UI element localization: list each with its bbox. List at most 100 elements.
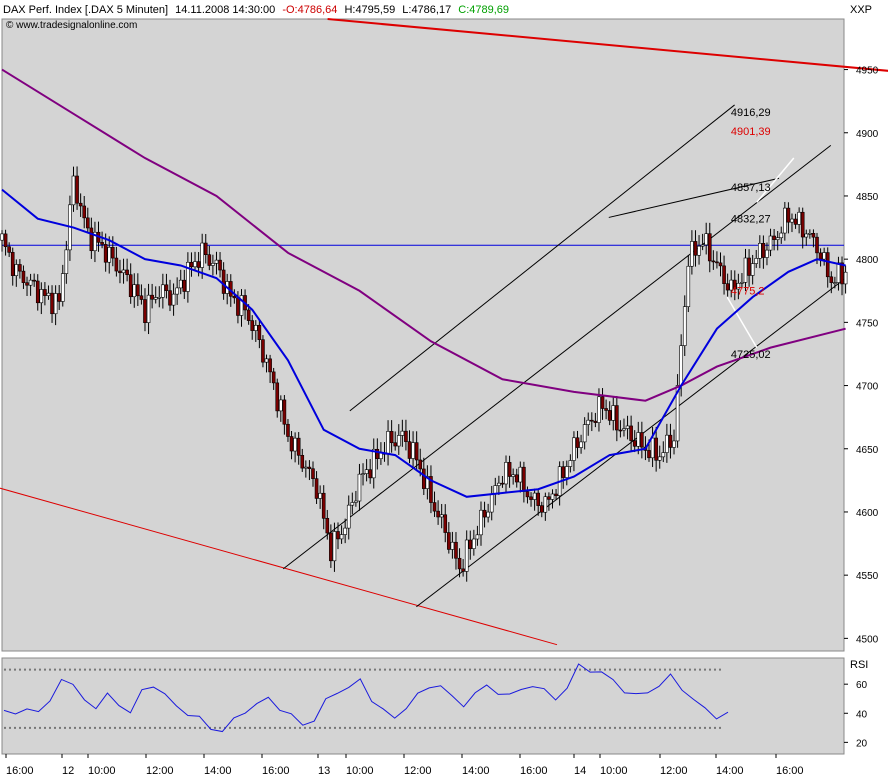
candle-body <box>693 241 698 256</box>
low-value: L:4786,17 <box>402 4 451 16</box>
rsi-label: RSI <box>850 659 868 671</box>
candle-body <box>221 269 226 294</box>
candle-body <box>300 455 305 469</box>
candle-body <box>121 269 126 274</box>
projection-line[interactable] <box>756 157 795 203</box>
candle-body <box>522 466 526 492</box>
candle-body <box>554 493 558 497</box>
candle-body <box>775 237 780 240</box>
rsi-panel[interactable] <box>1 657 845 755</box>
candle-body <box>182 279 187 292</box>
candle-body <box>429 476 433 503</box>
candle-body <box>707 233 712 262</box>
candle-body <box>125 269 129 275</box>
candle-body <box>754 258 759 264</box>
candle-body <box>732 279 737 290</box>
candle-body <box>761 243 766 258</box>
candle-body <box>311 468 315 479</box>
candle-body <box>246 309 251 321</box>
candle-body <box>279 399 283 412</box>
y-tick-label: 4750 <box>856 318 879 329</box>
red-resistance-trendline[interactable] <box>327 18 888 152</box>
candle-body <box>343 527 347 535</box>
candle-body <box>50 292 54 315</box>
candle-body <box>790 218 794 223</box>
projection-line[interactable] <box>726 296 758 349</box>
candle-body <box>371 448 376 479</box>
candle-body <box>203 242 208 255</box>
candle-body <box>368 469 372 479</box>
candle-body <box>632 440 637 447</box>
y-tick-label: 4950 <box>856 66 879 77</box>
candle-body <box>561 466 566 478</box>
candle-body <box>350 502 355 506</box>
candle-body <box>629 425 633 441</box>
y-tick-label: 4650 <box>856 445 879 456</box>
header-datetime: 14.11.2008 14:30:00 <box>175 4 275 16</box>
x-tick-label: 10:00 <box>88 765 116 777</box>
candle-body <box>604 408 608 411</box>
candle-body <box>536 492 540 506</box>
x-tick-label: 14:00 <box>204 765 232 777</box>
candle-body <box>93 231 97 252</box>
channel-upper-line[interactable] <box>349 104 735 412</box>
candle-body <box>532 492 537 500</box>
price-level-label: 4725,02 <box>731 349 771 361</box>
candle-body <box>32 279 36 282</box>
candle-body <box>622 428 626 431</box>
candle-body <box>468 539 473 549</box>
slow-moving-average[interactable] <box>1 68 846 402</box>
candle-body <box>157 296 162 299</box>
candle-body <box>740 282 744 284</box>
candle-body <box>479 509 483 536</box>
candle-body <box>46 292 51 296</box>
candle-body <box>575 437 580 448</box>
candle-body <box>436 510 440 518</box>
x-tick-label: 10:00 <box>600 765 628 777</box>
candle-body <box>625 425 630 429</box>
candle-body <box>7 246 11 253</box>
candle-body <box>511 474 515 477</box>
channel-middle-line[interactable] <box>282 145 832 570</box>
candle-body <box>421 468 426 489</box>
y-tick-label: 4900 <box>856 129 879 140</box>
candle-body <box>507 462 512 477</box>
candle-body <box>211 263 215 266</box>
candle-body <box>389 431 394 444</box>
candle-body <box>529 496 533 500</box>
candle-body <box>400 430 405 436</box>
candle-body <box>411 442 415 459</box>
candle-body <box>100 242 104 245</box>
candle-body <box>818 252 823 260</box>
candle-body <box>282 399 287 425</box>
candle-body <box>271 371 276 384</box>
price-level-label: 4857,13 <box>731 182 771 194</box>
candle-body <box>329 532 333 562</box>
candle-body <box>840 262 844 285</box>
candle-body <box>750 263 755 276</box>
candle-body <box>111 247 115 259</box>
candle-body <box>443 514 448 533</box>
candle-body <box>318 492 322 499</box>
candle-body <box>186 261 190 292</box>
candle-body <box>432 502 437 512</box>
candle-body <box>132 284 137 298</box>
candle-body <box>615 405 619 431</box>
candle-body <box>75 175 79 204</box>
candle-body <box>28 279 33 286</box>
candle-body <box>711 260 716 263</box>
candle-body <box>175 287 179 295</box>
candle-body <box>668 434 673 448</box>
candle-body <box>729 279 734 291</box>
candle-body <box>332 531 337 562</box>
wedge-upper-line[interactable] <box>608 177 780 218</box>
fast-moving-average[interactable] <box>1 188 846 498</box>
red-support-trendline[interactable] <box>0 487 558 646</box>
rsi-line[interactable] <box>3 663 729 733</box>
candle-body <box>257 324 262 340</box>
candle-body <box>793 218 798 225</box>
candle-body <box>393 442 398 447</box>
candle-body <box>572 437 576 461</box>
candle-body <box>103 244 108 263</box>
